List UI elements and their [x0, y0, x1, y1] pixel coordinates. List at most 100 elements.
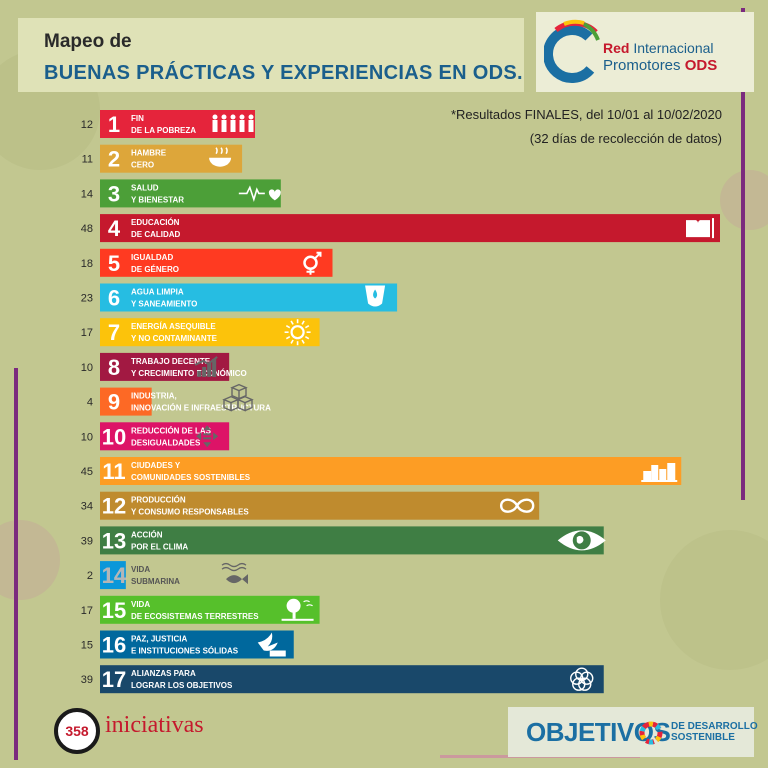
sdg-number: 16 [102, 633, 126, 658]
bar-group-sdg-9: 4 9 INDUSTRIA, INNOVACIÓN E INFRAESTRUCTURA [87, 383, 271, 416]
sdg-label-line1: AGUA LIMPIA [131, 288, 184, 297]
bar-group-sdg-13: 39 13 ACCIÓN POR EL CLIMA [81, 526, 606, 555]
bar [100, 248, 333, 277]
sdg-label-line1: FIN [131, 114, 144, 123]
gender-icon [303, 251, 322, 275]
sdg-number: 10 [102, 424, 126, 449]
sdg-label-line2: SUBMARINA [131, 577, 180, 586]
sdg-label-line1: ALIANZAS PARA [131, 669, 196, 678]
page-title-line1: Mapeo de [44, 31, 132, 52]
bar-value-label: 17 [81, 605, 93, 617]
bar-group-sdg-7: 17 7 ENERGÍA ASEQUIBLE Y NO CONTAMINANTE [81, 318, 320, 347]
bar-value-label: 10 [81, 362, 93, 374]
bar-value-label: 14 [81, 188, 93, 200]
sdg-label-line2: COMUNIDADES SOSTENIBLES [131, 473, 251, 482]
bar-group-sdg-8: 10 8 TRABAJO DECENTE Y CRECIMIENTO ECONÓMIC… [81, 352, 247, 381]
bar-value-label: 18 [81, 258, 93, 270]
sun-icon [284, 319, 311, 346]
water-icon [365, 285, 386, 307]
bar-value-label: 45 [81, 466, 93, 478]
sdg-number: 2 [108, 147, 120, 172]
bar [100, 665, 604, 694]
bar [100, 110, 255, 138]
sdg-label-line1: INDUSTRIA, [131, 392, 177, 401]
sdg-label-line1: REDUCCIÓN DE LAS [131, 426, 212, 435]
page-title-line2: BUENAS PRÁCTICAS Y EXPERIENCIAS EN ODS. [44, 62, 523, 84]
sdg-label-line1: ACCIÓN [131, 530, 163, 539]
logo-text-line2: Promotores ODS [603, 57, 718, 74]
sdg-number-overflow: 14 [102, 563, 127, 588]
sdg-label-line1: ENERGÍA ASEQUIBLE [131, 322, 216, 331]
bar-value-label: 10 [81, 431, 93, 443]
sdg-number: 17 [102, 667, 126, 692]
bar-value-label: 23 [81, 293, 93, 305]
red-promotores-logo-icon [544, 19, 600, 83]
bar-group-sdg-10: 10 10 REDUCCIÓN DE LAS DESIGUALDADES [81, 422, 230, 451]
sdg-number: 4 [108, 216, 121, 241]
collection-days-note: (32 días de recolección de datos) [529, 131, 722, 146]
sdg-number: 12 [102, 494, 126, 519]
sdg-footer-logo [508, 707, 754, 757]
bar-value-label: 2 [87, 570, 93, 582]
bar-group-sdg-1: 12 1 FIN DE LA POBREZA [81, 110, 255, 138]
sdg-footer-subtitle: DE DESARROLLO SOSTENIBLE [671, 721, 758, 743]
sdg-number: 9 [108, 390, 120, 415]
bar-value-label: 4 [87, 397, 93, 409]
book-icon [686, 218, 714, 239]
sdg-label-line1: PAZ, JUSTICIA [131, 635, 188, 644]
sdg-label-line1: PRODUCCIÓN [131, 496, 186, 505]
bar-group-sdg-11: 45 11 CIUDADES Y COMUNIDADES SOSTENIBLES [81, 457, 682, 485]
sdg-number: 7 [108, 320, 120, 345]
bar-group-sdg-2: 11 2 HAMBRE CERO [82, 144, 243, 173]
sdg-label-line2: Y NO CONTAMINANTE [131, 334, 218, 343]
dove-icon [257, 632, 286, 657]
sdg-number: 8 [108, 355, 120, 380]
bar-group-sdg-4: 48 4 EDUCACIÓN DE CALIDAD [81, 214, 720, 243]
sdg-number: 1 [108, 112, 120, 137]
bar [100, 283, 398, 312]
bar-value-label: 48 [81, 223, 93, 235]
cubes-icon [222, 383, 254, 412]
growth-chart-icon [194, 356, 218, 377]
bar-group-sdg-3: 14 3 SALUD Y BIENESTAR [81, 179, 281, 208]
sdg-number: 6 [108, 286, 120, 311]
bar-value-label: 11 [82, 154, 93, 166]
sdg-label-line2: DESIGUALDADES [131, 438, 201, 447]
sdg-label-line1: IGUALDAD [131, 253, 173, 262]
tree-icon [281, 598, 314, 621]
sdg-number: 3 [108, 181, 120, 206]
sdg-label-line2: DE LA POBREZA [131, 126, 196, 135]
bar-value-label: 39 [81, 535, 93, 547]
header-panel [18, 18, 524, 92]
bar [100, 457, 682, 485]
bar [100, 561, 126, 590]
bar-group-sdg-17: 39 17 ALIANZAS PARA LOGRAR LOS OBJETIVOS [81, 665, 604, 694]
sdg-number: 5 [108, 251, 120, 276]
total-count: 358 [65, 723, 89, 739]
bar [100, 387, 152, 416]
sdg-label-line2: Y BIENESTAR [131, 195, 184, 204]
sdg-label-line1: VIDA [131, 565, 150, 574]
bar [100, 526, 604, 555]
sdg-label-line2: LOGRAR LOS OBJETIVOS [131, 681, 233, 690]
sdg-label-line2: DE ECOSISTEMAS TERRESTRES [131, 612, 259, 621]
sdg-number: 11 [102, 459, 125, 484]
sdg-label-line2: POR EL CLIMA [131, 542, 188, 551]
total-label: iniciativas [105, 712, 204, 738]
sdg-label-line1: HAMBRE [131, 149, 167, 158]
sdg-number: 15 [102, 598, 126, 623]
bar [100, 179, 281, 208]
sdg-label-line2: CERO [131, 161, 154, 170]
bar-group-sdg-15: 17 15 VIDA DE ECOSISTEMAS TERRESTRES [81, 595, 320, 624]
fish-icon [221, 562, 248, 585]
sdg-label-line1: SALUD [131, 183, 159, 192]
sdg-label-line2: Y SANEAMIENTO [131, 300, 197, 309]
sdg-label-line1: CIUDADES Y [131, 461, 181, 470]
bar-value-label: 12 [81, 119, 93, 131]
sdg-label-line2: INNOVACIÓN E INFRAESTRUCTURA [131, 404, 271, 413]
logo-text-line1: Red Internacional [603, 40, 714, 56]
bar-value-label: 15 [81, 640, 93, 652]
sdg-label-line1: VIDA [131, 600, 150, 609]
bar-group-sdg-16: 15 16 PAZ, JUSTICIA E INSTITUCIONES SÓLIDAS [81, 630, 294, 659]
